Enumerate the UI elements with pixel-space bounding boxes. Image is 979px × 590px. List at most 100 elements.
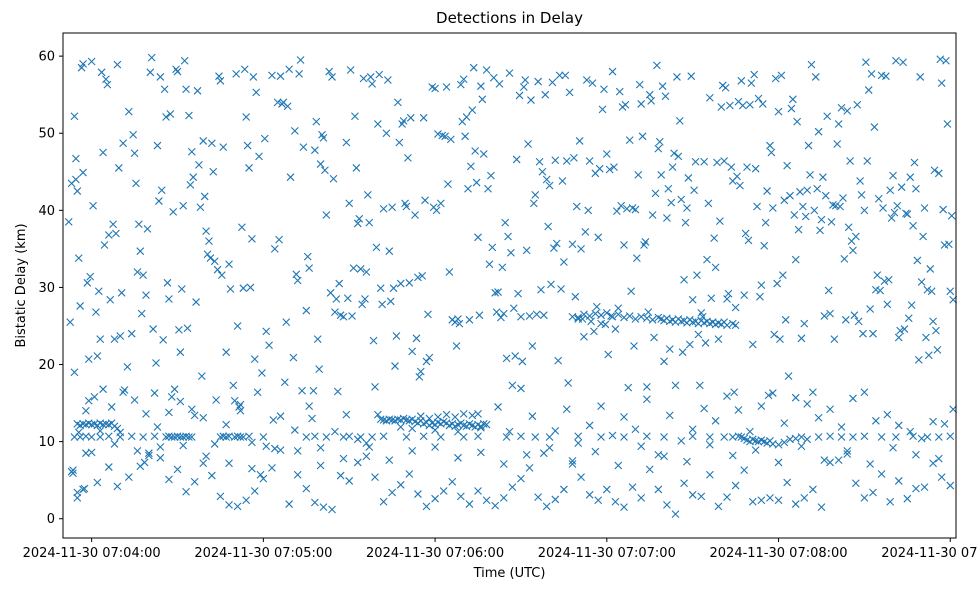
data-point <box>631 315 640 323</box>
x-tick-label: 2024-11-30 07:07:00 <box>538 546 676 561</box>
data-point <box>612 207 621 215</box>
data-point <box>605 165 614 174</box>
data-point <box>69 469 77 478</box>
data-point <box>262 327 271 336</box>
data-point <box>571 292 580 301</box>
data-point <box>237 223 246 232</box>
data-point <box>187 405 196 414</box>
data-point <box>860 432 869 441</box>
data-point <box>624 383 633 392</box>
data-point <box>660 357 668 366</box>
data-point <box>411 211 419 219</box>
data-point <box>286 173 295 182</box>
data-point <box>199 413 208 422</box>
x-axis: 2024-11-30 07:04:00 2024-11-30 07:05:00 20… <box>23 538 979 561</box>
data-point <box>371 382 379 391</box>
data-point <box>924 351 933 360</box>
y-axis: 0 10 20 30 40 50 60 <box>38 50 63 527</box>
data-point <box>424 310 432 319</box>
data-point <box>395 138 404 147</box>
data-point <box>256 470 265 479</box>
data-point <box>655 137 664 146</box>
data-point <box>225 500 233 509</box>
data-point <box>331 308 339 316</box>
data-point <box>705 440 714 449</box>
data-point <box>917 278 926 286</box>
data-point <box>793 117 802 126</box>
data-point <box>731 321 740 330</box>
data-point <box>132 179 140 188</box>
data-point <box>505 427 514 436</box>
data-point <box>595 164 604 173</box>
data-point <box>628 483 637 492</box>
data-point <box>468 411 477 420</box>
data-point <box>651 189 660 198</box>
data-point <box>153 423 162 431</box>
data-point <box>839 194 847 202</box>
data-point <box>353 219 362 228</box>
data-point <box>216 492 225 501</box>
data-point <box>368 433 377 441</box>
data-point <box>887 214 896 222</box>
data-point <box>87 433 96 441</box>
data-point <box>906 427 915 436</box>
data-point <box>821 191 830 200</box>
data-point <box>110 335 119 343</box>
data-point <box>914 356 923 364</box>
data-point <box>552 239 561 248</box>
data-point <box>850 311 859 320</box>
data-point <box>863 157 872 165</box>
data-point <box>903 494 912 503</box>
data-point <box>368 79 377 88</box>
data-point <box>738 101 747 110</box>
data-point <box>703 255 711 264</box>
data-point <box>879 204 887 212</box>
data-point <box>353 435 362 444</box>
data-point <box>501 218 510 227</box>
data-point <box>804 141 813 150</box>
data-point <box>723 321 731 330</box>
data-point <box>316 461 325 470</box>
data-point <box>760 241 769 250</box>
data-point <box>886 186 895 195</box>
data-point <box>74 428 83 437</box>
data-point <box>339 454 348 463</box>
data-point <box>385 247 394 256</box>
data-point <box>70 368 79 377</box>
data-point <box>861 58 870 67</box>
data-point <box>502 433 511 441</box>
data-point <box>534 77 543 86</box>
data-point <box>104 432 113 441</box>
data-point <box>142 409 150 418</box>
data-point <box>801 212 810 221</box>
data-point <box>431 84 439 93</box>
data-point <box>641 238 650 246</box>
data-point <box>537 285 545 294</box>
data-point <box>637 312 646 321</box>
data-point <box>289 353 298 362</box>
data-point <box>797 433 806 441</box>
data-point <box>773 279 782 288</box>
data-point <box>491 501 500 510</box>
data-point <box>597 433 605 441</box>
data-point <box>713 158 721 167</box>
data-point <box>665 411 674 420</box>
data-point <box>375 70 384 79</box>
data-point <box>117 288 126 297</box>
data-point <box>936 55 945 64</box>
data-point <box>176 397 185 406</box>
data-point <box>937 79 946 88</box>
data-point <box>710 234 719 242</box>
data-point <box>326 288 335 297</box>
data-point <box>205 237 213 246</box>
data-point <box>187 433 196 441</box>
data-point <box>87 448 96 457</box>
data-point <box>276 72 285 81</box>
data-point <box>837 423 846 431</box>
data-point <box>548 78 557 87</box>
data-point <box>794 225 803 234</box>
data-point <box>568 457 577 465</box>
data-point <box>71 154 80 163</box>
data-point <box>239 284 248 293</box>
data-point <box>843 450 852 458</box>
